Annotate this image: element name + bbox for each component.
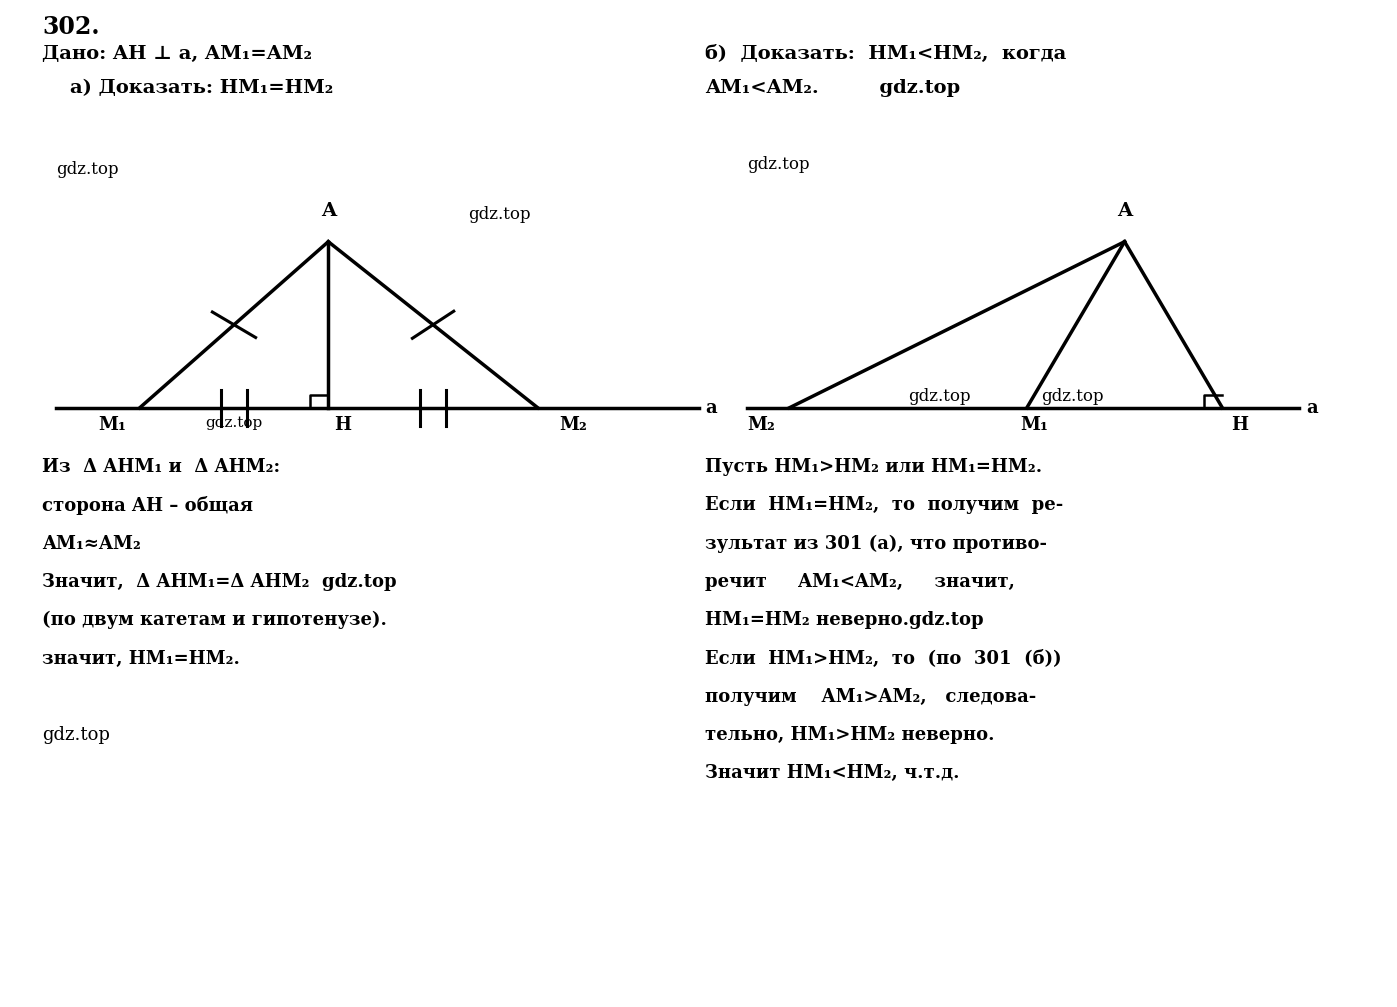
Text: (по двум катетам и гипотенузе).: (по двум катетам и гипотенузе). <box>42 611 387 629</box>
Text: H: H <box>334 416 351 434</box>
Text: Дано: AH ⊥ a, AM₁=AM₂: Дано: AH ⊥ a, AM₁=AM₂ <box>42 45 312 63</box>
Text: a: a <box>1306 399 1317 417</box>
Text: зультат из 301 (а), что противо-: зультат из 301 (а), что противо- <box>705 535 1048 553</box>
Text: gdz.top: gdz.top <box>205 416 263 430</box>
Text: речит     AM₁<AM₂,     значит,: речит AM₁<AM₂, значит, <box>705 573 1016 591</box>
Text: Пусть HM₁>HM₂ или HM₁=HM₂.: Пусть HM₁>HM₂ или HM₁=HM₂. <box>705 458 1042 476</box>
Text: AM₁≈AM₂: AM₁≈AM₂ <box>42 535 141 553</box>
Text: A: A <box>1118 201 1132 220</box>
Text: тельно, HM₁>HM₂ неверно.: тельно, HM₁>HM₂ неверно. <box>705 726 995 744</box>
Text: Если  HM₁=HM₂,  то  получим  ре-: Если HM₁=HM₂, то получим ре- <box>705 496 1063 515</box>
Text: gdz.top: gdz.top <box>42 726 110 744</box>
Text: значит, HM₁=HM₂.: значит, HM₁=HM₂. <box>42 650 240 668</box>
Text: gdz.top: gdz.top <box>468 206 531 224</box>
Text: H: H <box>1231 416 1248 434</box>
Text: gdz.top: gdz.top <box>747 156 810 173</box>
Text: Из  Δ AHM₁ и  Δ AHM₂:: Из Δ AHM₁ и Δ AHM₂: <box>42 458 279 476</box>
Text: M₂: M₂ <box>559 416 587 434</box>
Text: сторона AH – общая: сторона AH – общая <box>42 496 253 516</box>
Text: AM₁<AM₂.         gdz.top: AM₁<AM₂. gdz.top <box>705 79 961 97</box>
Text: Значит,  Δ AHM₁=Δ AHM₂  gdz.top: Значит, Δ AHM₁=Δ AHM₂ gdz.top <box>42 573 397 591</box>
Text: gdz.top: gdz.top <box>908 388 971 405</box>
Text: M₁: M₁ <box>98 416 126 434</box>
Text: a: a <box>705 399 717 417</box>
Text: 302.: 302. <box>42 15 99 39</box>
Text: б)  Доказать:  HM₁<HM₂,  когда: б) Доказать: HM₁<HM₂, когда <box>705 45 1067 63</box>
Text: Если  HM₁>HM₂,  то  (по  301  (б)): Если HM₁>HM₂, то (по 301 (б)) <box>705 650 1062 668</box>
Text: HM₁=HM₂ неверно.gdz.top: HM₁=HM₂ неверно.gdz.top <box>705 611 983 629</box>
Text: а) Доказать: HM₁=HM₂: а) Доказать: HM₁=HM₂ <box>70 79 332 97</box>
Text: получим    AM₁>AM₂,   следова-: получим AM₁>AM₂, следова- <box>705 688 1037 706</box>
Text: gdz.top: gdz.top <box>56 161 119 178</box>
Text: gdz.top: gdz.top <box>1041 388 1104 405</box>
Text: M₂: M₂ <box>747 416 775 434</box>
Text: Значит HM₁<HM₂, ч.т.д.: Значит HM₁<HM₂, ч.т.д. <box>705 764 960 782</box>
Text: A: A <box>321 201 335 220</box>
Text: M₁: M₁ <box>1020 416 1048 434</box>
